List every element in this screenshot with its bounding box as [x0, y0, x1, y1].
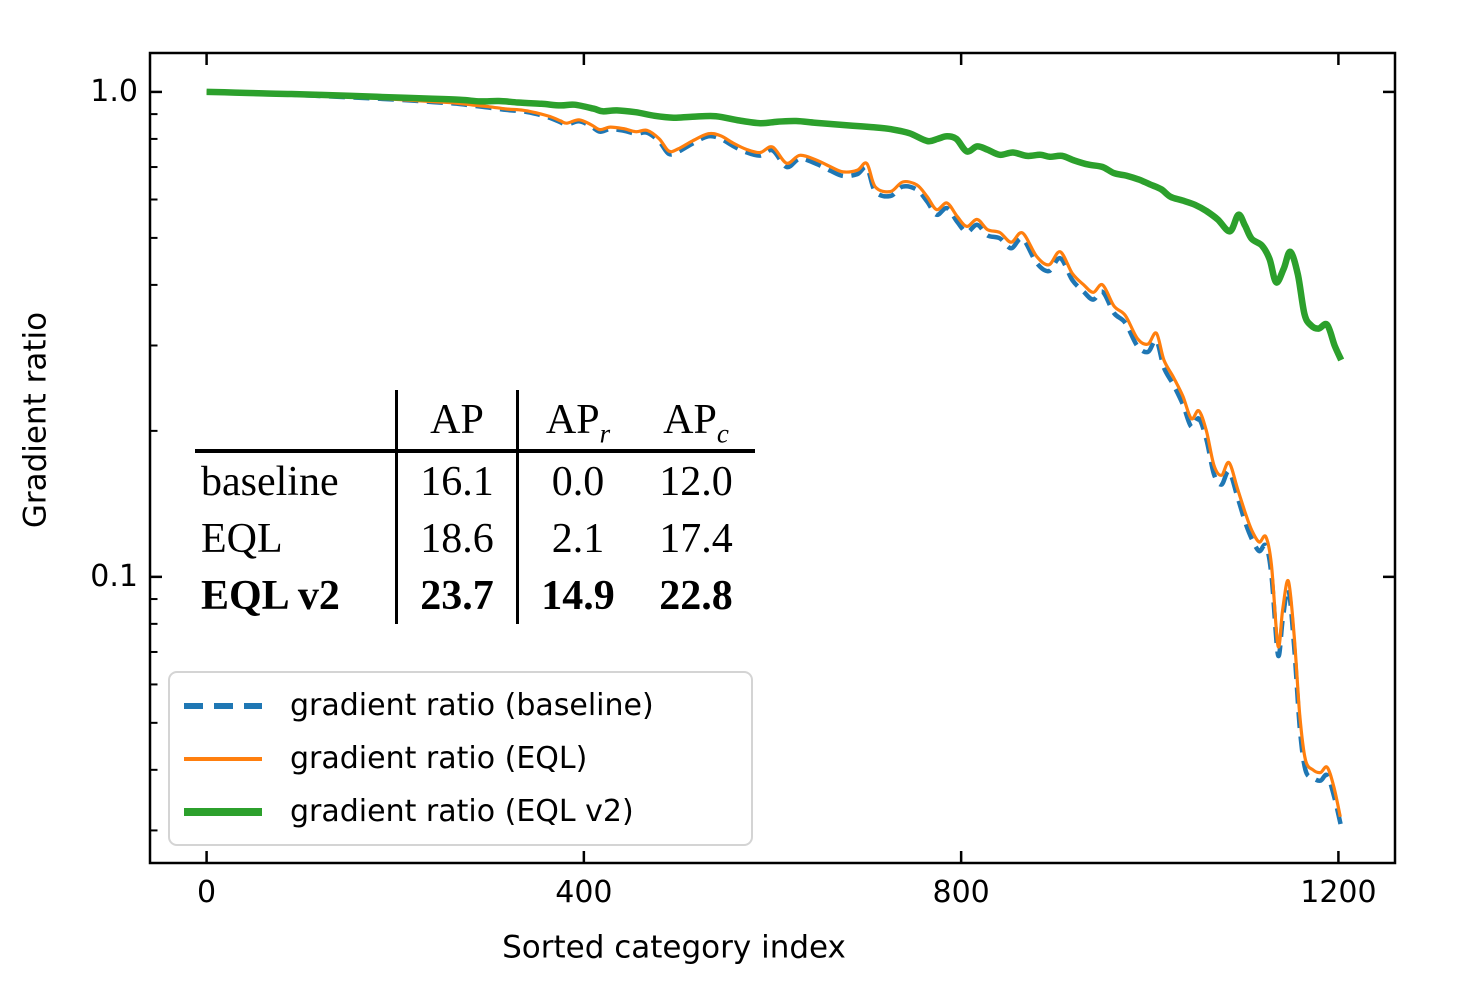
legend-label: gradient ratio (EQL) — [290, 740, 588, 776]
legend-label: gradient ratio (baseline) — [290, 687, 654, 723]
table-cell: 2.1 — [551, 515, 605, 562]
legend-line-sample — [184, 807, 262, 816]
legend-entry: gradient ratio (baseline) — [170, 687, 751, 723]
table-cell: 17.4 — [659, 515, 733, 562]
y-tick-label: 1.0 — [90, 73, 138, 109]
legend-label: gradient ratio (EQL v2) — [290, 793, 634, 829]
x-tick-label: 1200 — [1300, 875, 1377, 910]
table-row: EQL v2 23.7 14.9 22.8 — [195, 567, 755, 624]
x-tick-label: 400 — [555, 875, 613, 910]
legend-entry: gradient ratio (EQL v2) — [170, 793, 751, 829]
table-cell: 16.1 — [396, 451, 519, 510]
x-axis-label: Sorted category index — [502, 929, 846, 966]
table-column-header: APc — [637, 390, 755, 453]
plot-spines — [148, 51, 1397, 865]
table-cell: 23.7 — [396, 567, 519, 624]
table-cell: 18.6 — [396, 510, 519, 567]
legend: gradient ratio (baseline) gradient ratio … — [168, 671, 753, 846]
series-line-2 — [206, 88, 1345, 362]
y-tick-label: 0.1 — [90, 558, 138, 594]
table-column-header: AP — [396, 390, 519, 453]
table-cell: 0.0 — [551, 458, 605, 505]
legend-line-sample — [184, 756, 262, 761]
table-cell: 14.9 — [541, 572, 615, 619]
table-row: EQL 18.6 2.1 17.4 — [195, 510, 755, 567]
x-tick-label: 800 — [932, 875, 990, 910]
y-axis-label: Gradient ratio — [17, 311, 54, 529]
table-cell: 22.8 — [659, 572, 733, 619]
table-row: baseline 16.1 0.0 12.0 — [195, 451, 755, 510]
table-corner-cell — [195, 390, 398, 453]
table-column-header: APr — [517, 390, 637, 453]
results-table-header: AP APr APc — [195, 390, 755, 453]
series-line-1 — [206, 90, 1342, 818]
x-tick-label: 0 — [197, 875, 217, 910]
table-row-label: baseline — [195, 451, 398, 510]
legend-line-sample — [184, 702, 262, 709]
legend-entry: gradient ratio (EQL) — [170, 740, 751, 776]
table-cell: 12.0 — [659, 458, 733, 505]
results-table: AP APr APc baseline 16.1 0.0 12.0 EQL 18.6 2.1 17… — [195, 390, 755, 624]
table-row-label: EQL — [195, 510, 398, 567]
table-row-label: EQL v2 — [195, 567, 398, 624]
